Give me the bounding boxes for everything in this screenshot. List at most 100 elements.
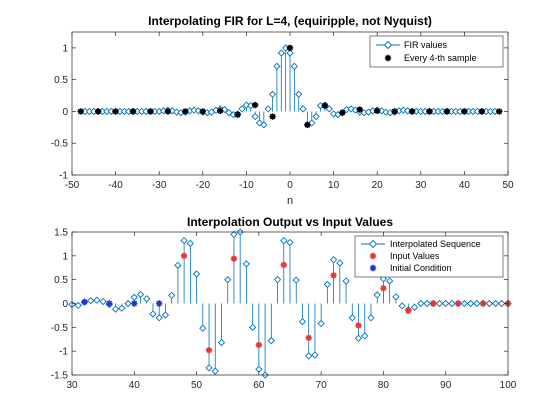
top-data-point [382,108,390,116]
bottom-data-point [398,302,406,310]
top-xtick-label: 40 [459,180,471,191]
top-xlabel: n [287,195,293,207]
top-data-point [312,112,320,121]
bottom-xtick-label: 80 [378,380,390,391]
bottom-data-point [485,299,493,308]
legend-star-marker [369,264,377,272]
bottom-data-point [373,291,381,299]
bottom-data-point [410,303,419,311]
top-sample-point [251,101,259,109]
bottom-data-point [186,239,194,248]
bottom-data-point [111,305,120,313]
bottom-xtick-label: 30 [66,380,78,391]
bottom-data-point [329,256,338,264]
bottom-data-point [466,299,475,308]
bottom-data-point [192,270,201,278]
legend-star-marker [384,54,392,62]
bottom-data-point [248,323,257,331]
bottom-xtick-label: 70 [316,380,328,391]
bottom-data-point [386,277,394,285]
bottom-xtick-label: 60 [253,380,265,391]
top-data-point [173,108,181,116]
bottom-sample-point [355,322,362,329]
bottom-data-point [224,276,232,284]
top-sample-point [77,108,84,115]
top-data-point [268,90,277,98]
bottom-ytick-label: 0 [62,299,68,310]
bottom-data-point [99,297,107,306]
bottom-data-point [367,314,375,322]
top-sample-point [112,108,119,115]
top-data-point [286,49,294,57]
bottom-data-point [93,296,101,304]
top-sample-point [182,108,189,115]
bottom-data-point [211,367,219,375]
bottom-data-point [161,311,170,319]
bottom-data-point [143,295,151,303]
bottom-data-point [136,290,145,299]
top-sample-point [374,107,381,115]
legend-star-icon [369,252,377,260]
top-xtick-label: -10 [239,180,254,191]
bottom-data-point [342,277,350,285]
top-sample-point [286,44,294,52]
bottom-data-point [124,299,132,308]
legend-input-values: Input Values [390,251,440,261]
bottom-sample-point [131,300,138,307]
bottom-data-point [205,364,213,372]
top-xtick-label: -30 [152,180,167,191]
bottom-sample-point [230,255,238,262]
top-xtick-label: -40 [108,180,123,191]
bottom-data-point [348,314,356,322]
bottom-sample-point [330,272,337,279]
legend-initial-condition: Initial Condition [390,263,452,273]
bottom-sample-point [81,298,88,306]
bottom-xtick-label: 40 [129,380,141,391]
bottom-stem-series [71,232,415,375]
legend-fir-values: FIR values [404,40,448,50]
bottom-data-point [149,310,157,318]
bottom-data-point [130,293,138,301]
bottom-ytick-label: 1 [62,251,68,262]
bottom-sample-point [280,261,287,269]
legend-interpolated: Interpolated Sequence [390,239,481,249]
bottom-data-point [323,280,332,289]
bottom-marker-series [68,228,512,379]
legend-diamond-icon [368,239,378,249]
top-xtick-label: 0 [287,180,293,191]
bottom-sample-point [430,300,437,307]
bottom-data-point [498,299,506,308]
top-sample-point [94,108,102,115]
top-data-point [377,107,386,115]
bottom-legend: Interpolated Sequence Input Values Initi… [354,235,504,278]
top-xtick-label: -50 [65,180,80,191]
legend-star-icon [369,264,377,272]
bottom-data-point [305,352,313,360]
top-sample-point [408,108,416,115]
top-sample-point [461,108,468,115]
top-data-point [238,105,246,113]
top-data-point [260,121,268,129]
top-sample-point [217,107,224,115]
top-data-point [242,101,251,109]
bottom-data-point [267,337,275,345]
bottom-data-point [74,301,82,310]
top-sample-point [147,108,154,115]
bottom-ytick-label: -1 [59,347,68,358]
legend-star-icon [384,54,392,62]
legend-every-4th: Every 4-th sample [404,53,477,63]
top-plot-title: Interpolating FIR for L=4, (equiripple, … [148,14,432,28]
top-data-point [399,106,407,114]
bottom-sample-point [380,285,387,292]
bottom-data-point [361,332,369,340]
bottom-data-point [174,261,182,270]
top-ytick-label: 1 [62,43,68,54]
legend-diamond-icon [383,40,393,50]
top-sample-point [164,108,172,115]
top-data-point [295,90,303,98]
top-sample-point [478,108,486,115]
bottom-ytick-label: 0.5 [54,275,68,286]
top-sample-point [496,108,503,115]
bottom-data-point [317,319,325,328]
